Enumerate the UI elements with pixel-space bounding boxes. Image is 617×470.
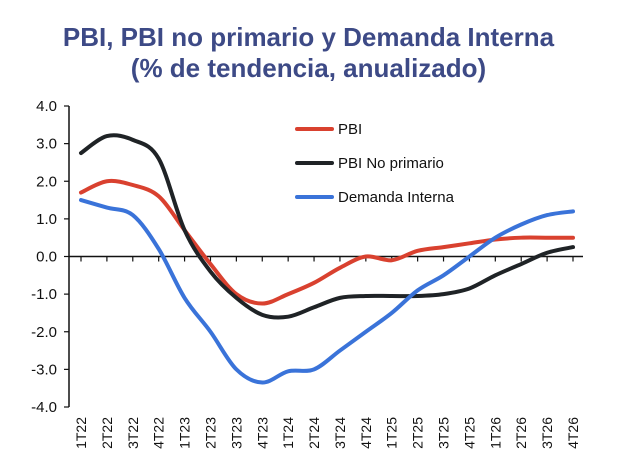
x-tick-label: 1T24: [280, 417, 296, 449]
x-tick-label: 4T22: [151, 417, 167, 449]
legend-label-demanda-interna: Demanda Interna: [338, 189, 455, 206]
y-tick-label: -3.0: [31, 361, 57, 378]
y-tick-label: -2.0: [31, 324, 57, 341]
legend-label-pbi-no-primario: PBI No primario: [338, 155, 444, 172]
x-tick-label: 2T24: [306, 417, 322, 449]
x-tick-label: 3T22: [125, 417, 141, 449]
x-tick-label: 1T23: [177, 417, 193, 449]
x-tick-label: 4T24: [358, 417, 374, 449]
y-tick-label: -1.0: [31, 286, 57, 303]
y-tick-label: 0.0: [36, 249, 57, 266]
x-tick-label: 4T26: [565, 417, 581, 449]
x-tick-label: 1T25: [384, 417, 400, 449]
chart-title-block: PBI, PBI no primario y Demanda Interna (…: [0, 22, 617, 84]
chart-title: PBI, PBI no primario y Demanda Interna: [62, 22, 555, 52]
x-tick-label: 2T26: [513, 417, 529, 449]
chart-subtitle: (% de tendencia, anualizado): [130, 53, 487, 83]
x-tick-label: 3T24: [332, 417, 348, 449]
y-tick-label: 3.0: [36, 136, 57, 153]
y-tick-label: 2.0: [36, 173, 57, 190]
legend-label-pbi: PBI: [338, 121, 362, 138]
x-tick-label: 1T22: [73, 417, 89, 449]
x-tick-label: 2T22: [99, 417, 115, 449]
y-tick-label: 4.0: [36, 98, 57, 115]
x-tick-label: 3T25: [436, 417, 452, 449]
series-line-pbi-no-primario: [79, 133, 575, 320]
y-tick-label: -4.0: [31, 399, 57, 416]
x-tick-label: 4T23: [254, 417, 270, 449]
x-tick-label: 3T26: [539, 417, 555, 449]
x-tick-label: 3T23: [228, 417, 244, 449]
series-line-demanda-interna: [79, 198, 575, 385]
x-tick-label: 4T25: [461, 417, 477, 449]
x-tick-label: 2T23: [202, 417, 218, 449]
x-tick-label: 2T25: [410, 417, 426, 449]
y-tick-label: 1.0: [36, 211, 57, 228]
x-tick-label: 1T26: [487, 417, 503, 449]
